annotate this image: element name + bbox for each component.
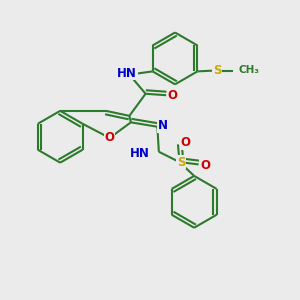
Text: O: O [105,131,115,144]
Text: CH₃: CH₃ [238,65,260,76]
Text: HN: HN [130,147,150,160]
Text: N: N [158,119,168,132]
Text: O: O [180,136,190,149]
Text: S: S [177,156,185,169]
Text: O: O [168,89,178,102]
Text: HN: HN [117,67,137,80]
Text: S: S [213,64,221,77]
Text: O: O [200,159,210,172]
